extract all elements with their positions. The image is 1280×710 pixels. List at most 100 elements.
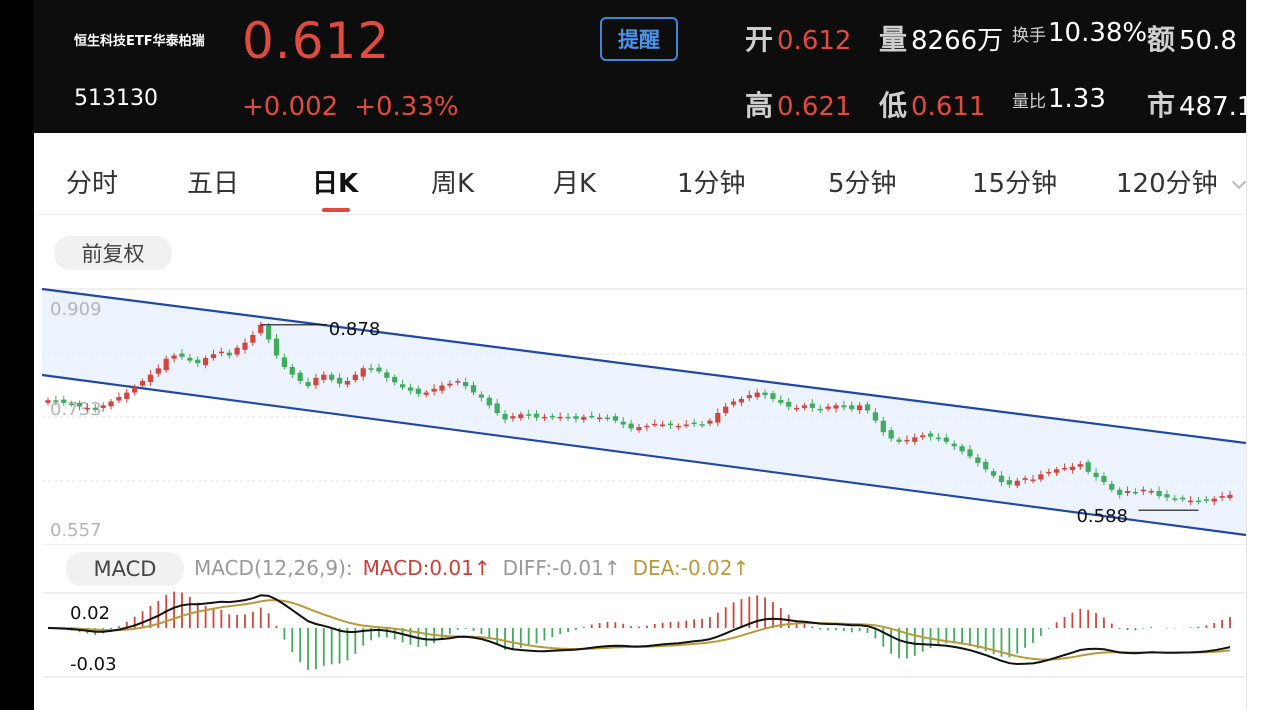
stat-low-label: 低 (879, 89, 908, 122)
candle-down (305, 382, 311, 387)
macd-legend: MACD(12,26,9): MACD:0.01↑ DIFF:-0.01↑ DEA:-… (194, 556, 749, 580)
candle-down (281, 357, 287, 368)
tab-monthly-k[interactable]: 月K (553, 169, 597, 199)
candle-down (400, 384, 406, 388)
candle-up (510, 416, 516, 419)
candle-up (203, 358, 209, 366)
tab-intraday[interactable]: 分时 (66, 169, 119, 199)
candle-down (1006, 480, 1012, 485)
price-adjust-button[interactable]: 前复权 (54, 236, 172, 270)
candle-down (195, 359, 201, 364)
candle-down (463, 382, 469, 387)
candle-down (1093, 472, 1099, 477)
tab-weekly-k[interactable]: 周K (431, 169, 475, 199)
tab-120min[interactable]: 120分钟 (1116, 169, 1218, 199)
tab-five-day[interactable]: 五日 (187, 169, 240, 199)
tab-1min[interactable]: 1分钟 (677, 169, 746, 199)
candle-up (1030, 479, 1036, 482)
candle-down (1101, 475, 1107, 483)
stat-amount-label: 额 (1147, 23, 1176, 56)
candle-up (636, 427, 642, 431)
candle-down (951, 443, 957, 447)
candle-down (1195, 500, 1202, 503)
candle-up (652, 423, 658, 426)
candle-up (313, 377, 319, 386)
candle-up (1077, 464, 1083, 467)
candlestick-chart[interactable]: 0.909 0.733 0.557 0.878 0.588 (34, 285, 1246, 545)
candle-down (762, 392, 768, 396)
change-percent: +0.33% (354, 92, 459, 122)
candle-down (888, 430, 894, 439)
candle-up (518, 414, 524, 419)
stat-volume: 量 8266万 (879, 18, 1003, 58)
current-price: 0.612 (242, 12, 391, 70)
candle-down (494, 403, 500, 414)
candle-up (857, 405, 863, 411)
tab-5min[interactable]: 5分钟 (828, 169, 897, 199)
candle-up (1140, 489, 1146, 492)
alert-button[interactable]: 提醒 (600, 17, 678, 61)
candle-up (746, 395, 752, 399)
period-tabs: 分时 五日 日K 周K 月K 1分钟 5分钟 15分钟 120分钟 (34, 133, 1246, 215)
candle-up (660, 424, 666, 427)
candle-up (1054, 469, 1060, 473)
candle-up (794, 407, 800, 410)
candle-down (478, 394, 484, 398)
candle-down (329, 374, 335, 380)
candle-up (801, 405, 808, 408)
candle-up (644, 425, 650, 428)
candle-down (376, 367, 382, 372)
y-axis-label-top: 0.909 (50, 299, 102, 320)
candle-up (258, 324, 264, 334)
indicator-select-button[interactable]: MACD (66, 552, 184, 586)
candle-down (943, 437, 949, 442)
candle-up (1022, 478, 1028, 480)
stat-amount-value: 50.8 (1179, 26, 1237, 56)
diff-line (47, 594, 1231, 666)
macd-params: MACD(12,26,9): (194, 556, 353, 580)
candle-up (675, 425, 681, 428)
stat-amount: 额 50.8 (1147, 18, 1237, 58)
chevron-down-icon[interactable] (1231, 174, 1246, 190)
dea-line (48, 599, 1231, 661)
candle-down (573, 416, 579, 419)
candle-down (998, 475, 1005, 483)
candle-up (108, 401, 114, 407)
candle-down (53, 400, 59, 402)
candle-up (1061, 467, 1068, 470)
tab-daily-k[interactable]: 日K (312, 169, 359, 199)
candle-down (612, 416, 618, 421)
candle-down (549, 415, 555, 418)
candle-up (344, 381, 351, 385)
candle-down (589, 415, 595, 418)
macd-chart[interactable]: 0.02 -0.03 (34, 590, 1246, 690)
candle-up (1069, 466, 1075, 470)
candle-up (155, 368, 161, 374)
dea-value: DEA:-0.02↑ (632, 556, 750, 580)
tab-15min[interactable]: 15分钟 (972, 169, 1058, 199)
candle-down (368, 368, 374, 370)
candle-up (1211, 498, 1217, 502)
candle-down (628, 423, 634, 429)
y-axis-label-mid: 0.733 (50, 399, 102, 420)
candle-down (1172, 498, 1178, 500)
candle-down (975, 457, 981, 463)
candle-up (423, 392, 429, 395)
candle-down (384, 372, 390, 378)
candle-down (1132, 491, 1139, 494)
stat-market-cap-label: 市 (1147, 89, 1176, 122)
candle-down (983, 461, 989, 470)
stat-turnover-value: 10.38% (1048, 18, 1148, 48)
candle-up (557, 416, 563, 419)
candle-down (226, 352, 232, 356)
candle-up (45, 400, 51, 403)
trend-channel-upper-line (41, 287, 1246, 445)
stat-volume-ratio: 量比1.33 (1012, 84, 1106, 114)
candle-up (242, 342, 248, 350)
stat-low-value: 0.611 (911, 92, 986, 122)
candle-up (210, 354, 217, 359)
candle-up (754, 392, 760, 398)
candles-layer (45, 321, 1233, 506)
stat-high-value: 0.621 (777, 92, 852, 122)
stat-low: 低 0.611 (879, 84, 985, 124)
